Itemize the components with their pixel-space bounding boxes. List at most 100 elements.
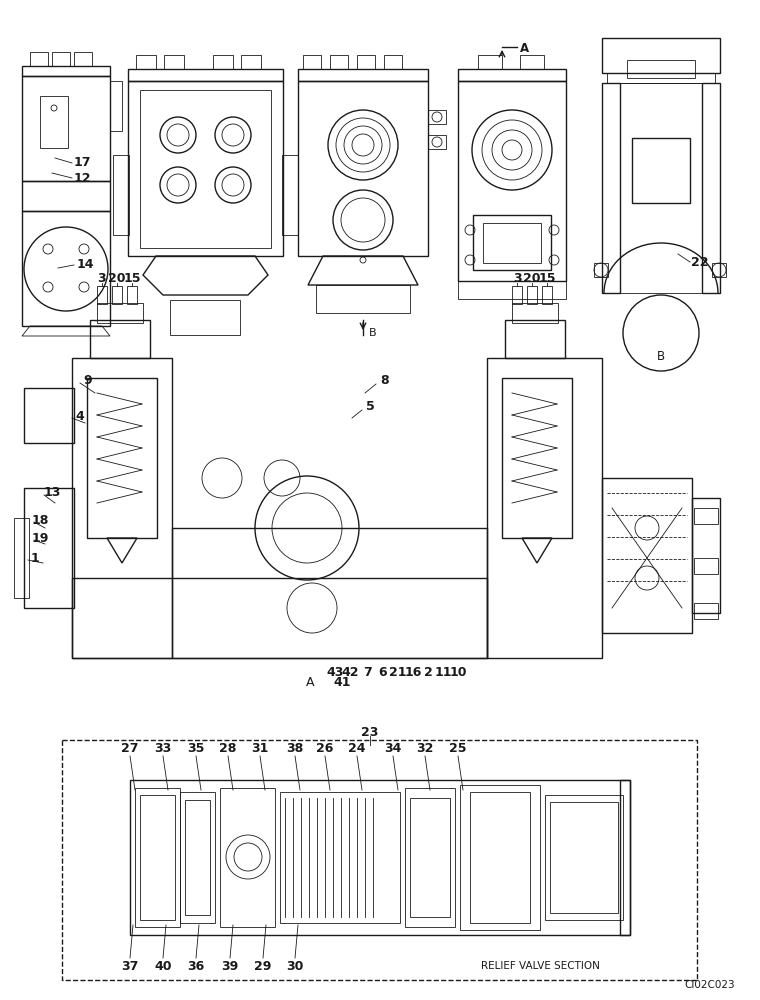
Text: 38: 38 (287, 742, 304, 754)
Text: 10: 10 (449, 666, 467, 678)
Text: 30: 30 (287, 960, 304, 972)
Text: 9: 9 (84, 373, 92, 386)
Text: RELIEF VALVE SECTION: RELIEF VALVE SECTION (480, 961, 600, 971)
Bar (128, 81, 283, 256)
Bar (172, 528, 487, 658)
Bar (702, 83, 720, 293)
Bar (458, 281, 566, 299)
Bar (512, 303, 558, 323)
Bar (460, 785, 540, 930)
Bar (140, 795, 175, 920)
Bar (127, 286, 137, 304)
Bar (478, 55, 502, 69)
Bar (298, 81, 428, 256)
Bar (607, 73, 715, 83)
Text: 23: 23 (361, 726, 378, 738)
Bar (470, 792, 530, 923)
Text: 39: 39 (221, 960, 239, 972)
Bar (22, 181, 110, 211)
Bar (24, 388, 74, 443)
Bar (620, 780, 630, 935)
Bar (428, 135, 446, 149)
Text: 4: 4 (76, 410, 84, 422)
Bar (458, 81, 566, 281)
Bar (280, 792, 400, 923)
Text: 42: 42 (341, 666, 359, 678)
Text: 40: 40 (154, 960, 172, 972)
Text: 17: 17 (73, 156, 90, 169)
Bar (458, 69, 566, 81)
Text: 18: 18 (31, 514, 49, 526)
Bar (512, 286, 522, 304)
Text: 15: 15 (538, 271, 556, 284)
Bar (241, 55, 261, 69)
Bar (632, 138, 690, 203)
Bar (692, 498, 720, 613)
Text: CI02C023: CI02C023 (685, 980, 736, 990)
Bar (110, 81, 122, 131)
Text: 20: 20 (523, 271, 541, 284)
Bar (330, 55, 348, 69)
Bar (22, 211, 110, 326)
Bar (712, 263, 726, 277)
Bar (24, 488, 74, 608)
Bar (140, 90, 271, 248)
Bar (40, 96, 68, 148)
Text: A: A (521, 42, 530, 55)
Bar (316, 285, 410, 313)
Bar (135, 788, 180, 927)
Bar (72, 578, 487, 658)
Text: 21: 21 (389, 666, 407, 678)
Text: 2: 2 (423, 666, 432, 678)
Bar (22, 76, 110, 181)
Bar (185, 800, 210, 915)
Bar (14, 518, 29, 598)
Bar (180, 792, 215, 923)
Bar (602, 478, 692, 633)
Text: 37: 37 (122, 960, 138, 972)
Bar (113, 155, 129, 235)
Bar (594, 263, 608, 277)
Text: 22: 22 (692, 255, 709, 268)
Text: 8: 8 (381, 373, 389, 386)
Text: 24: 24 (348, 742, 366, 754)
Bar (30, 52, 48, 66)
Bar (694, 508, 718, 524)
Text: 28: 28 (220, 742, 236, 754)
Text: B: B (369, 328, 377, 338)
Text: 5: 5 (366, 399, 375, 412)
Bar (473, 215, 551, 270)
Text: 32: 32 (416, 742, 434, 754)
Text: 3: 3 (513, 271, 521, 284)
Bar (220, 788, 275, 927)
Bar (602, 83, 620, 293)
Bar (357, 55, 375, 69)
Text: 15: 15 (123, 271, 141, 284)
Text: 14: 14 (76, 258, 93, 271)
Bar (602, 38, 720, 73)
Text: 16: 16 (404, 666, 422, 678)
Bar (213, 55, 233, 69)
Bar (22, 66, 110, 76)
Bar (282, 155, 298, 235)
Text: 36: 36 (188, 960, 204, 972)
Text: 43: 43 (326, 666, 344, 678)
Bar (384, 55, 402, 69)
Text: 33: 33 (154, 742, 172, 754)
Text: 13: 13 (43, 487, 61, 499)
Bar (505, 320, 565, 358)
Text: 41: 41 (333, 676, 351, 690)
Text: 12: 12 (73, 172, 90, 184)
Bar (164, 55, 184, 69)
Text: 1: 1 (30, 552, 40, 564)
Bar (428, 110, 446, 124)
Text: 11: 11 (434, 666, 451, 678)
Text: 29: 29 (255, 960, 271, 972)
Text: 19: 19 (31, 532, 49, 544)
Bar (62, 740, 697, 980)
Text: 3: 3 (98, 271, 106, 284)
Bar (74, 52, 92, 66)
Text: 35: 35 (187, 742, 204, 754)
Bar (627, 60, 695, 78)
Bar (136, 55, 156, 69)
